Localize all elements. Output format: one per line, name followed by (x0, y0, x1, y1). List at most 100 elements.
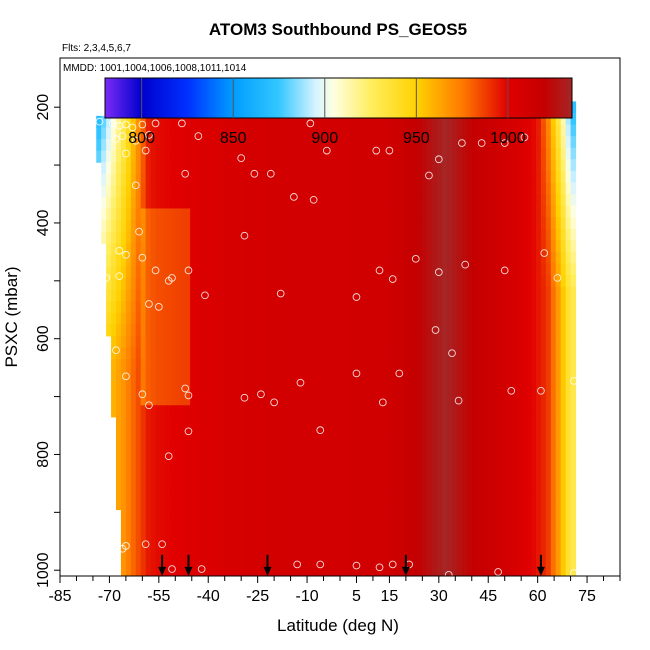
heatmap-cell (452, 240, 458, 253)
heatmap-cell (540, 205, 547, 218)
heatmap-cell (526, 402, 532, 415)
heatmap-cell (570, 344, 577, 357)
heatmap-cell (328, 286, 335, 299)
heatmap-cell (333, 263, 339, 276)
heatmap-cell (531, 112, 537, 126)
heatmap-cell (239, 347, 246, 360)
heatmap-cell (570, 263, 577, 276)
heatmap-cell (333, 147, 339, 160)
obs-point (108, 119, 117, 128)
heatmap-cell (368, 332, 374, 346)
heatmap-cell (521, 367, 527, 380)
heatmap-cell (239, 196, 246, 210)
heatmap-cell (382, 159, 389, 172)
heatmap-cell (165, 139, 171, 152)
heatmap-cell (377, 217, 384, 230)
heatmap-cell (452, 413, 458, 427)
heatmap-cell (486, 390, 493, 403)
heatmap-cell (313, 564, 320, 576)
heatmap-cell (190, 347, 196, 360)
heatmap-cell (284, 124, 290, 137)
heatmap-cell (466, 402, 473, 415)
heatmap-cell (496, 124, 503, 137)
heatmap-cell (338, 518, 344, 531)
heatmap-cell (565, 494, 572, 508)
heatmap-cell (368, 552, 374, 566)
heatmap-cell (209, 185, 216, 198)
heatmap-cell (402, 367, 409, 380)
heatmap-cell (140, 312, 147, 325)
heatmap-cell (318, 263, 325, 276)
heatmap-cell (560, 332, 567, 346)
heatmap-cell (234, 301, 241, 314)
heatmap-cell (224, 324, 231, 337)
heatmap-cell (264, 312, 270, 325)
heatmap-cell (170, 486, 176, 499)
heatmap-cell (481, 136, 488, 149)
heatmap-cell (200, 277, 206, 291)
heatmap-cell (540, 494, 547, 508)
heatmap-cell (101, 231, 107, 244)
heatmap-cell (343, 159, 349, 172)
heatmap-cell (521, 263, 527, 276)
heatmap-cell (526, 275, 532, 288)
heatmap-cell (526, 112, 532, 126)
heatmap-cell (303, 112, 310, 126)
heatmap-cell (368, 124, 374, 137)
heatmap-cell (521, 564, 527, 576)
x-tick-label: 75 (578, 588, 596, 605)
heatmap-cell (476, 147, 483, 160)
heatmap-cell (219, 439, 226, 453)
heatmap-cell (550, 263, 557, 276)
heatmap-cell (540, 529, 547, 542)
heatmap-cell (481, 217, 488, 230)
heatmap-cell (437, 263, 443, 276)
heatmap-cell (116, 347, 122, 360)
heatmap-cell (116, 416, 122, 430)
heatmap-cell (288, 367, 295, 380)
heatmap-cell (536, 471, 542, 484)
heatmap-cell (284, 136, 290, 149)
heatmap-cell (560, 344, 567, 357)
heatmap-cell (456, 194, 463, 207)
heatmap-cell (175, 497, 181, 511)
heatmap-cell (570, 494, 577, 508)
heatmap-cell (427, 309, 433, 322)
heatmap-cell (343, 182, 349, 195)
heatmap-cell (195, 439, 201, 453)
heatmap-cell (343, 552, 349, 566)
heatmap-cell (501, 483, 507, 496)
heatmap-cell (180, 243, 186, 256)
heatmap-cell (565, 564, 572, 576)
heatmap-cell (417, 379, 423, 392)
heatmap-cell (130, 139, 137, 152)
heatmap-cell (96, 127, 102, 140)
colorbar-tick-label: 1000 (490, 130, 526, 147)
heatmap-cell (392, 541, 399, 554)
heatmap-cell (333, 437, 339, 450)
heatmap-cell (130, 393, 137, 406)
heatmap-cell (536, 483, 542, 496)
heatmap-cell (293, 194, 300, 207)
heatmap-cell (259, 555, 265, 568)
heatmap-cell (111, 231, 117, 244)
heatmap-cell (120, 220, 127, 233)
heatmap-cell (363, 275, 369, 288)
obs-point (266, 169, 275, 178)
heatmap-cell (308, 494, 315, 508)
heatmap-cell (155, 277, 162, 291)
heatmap-cell (234, 162, 241, 175)
heatmap-cell (279, 182, 285, 195)
heatmap-cell (288, 471, 295, 484)
heatmap-cell (269, 382, 275, 395)
heatmap-cell (259, 544, 265, 557)
heatmap-cell (313, 251, 320, 265)
heatmap-cell (402, 494, 409, 508)
heatmap-cell (536, 379, 542, 392)
heatmap-cell (486, 506, 493, 519)
heatmap-cell (387, 483, 394, 496)
heatmap-cell (501, 448, 507, 461)
heatmap-cell (397, 494, 404, 508)
heatmap-cell (540, 263, 547, 276)
heatmap-cell (427, 541, 433, 554)
